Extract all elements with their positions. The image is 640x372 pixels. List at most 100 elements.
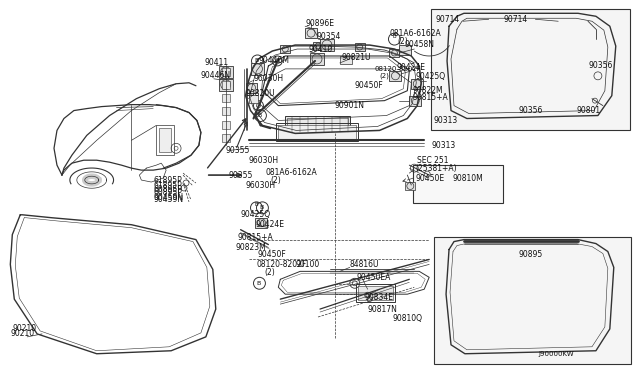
Text: 90834E: 90834E	[365, 293, 394, 302]
Text: 90459N: 90459N	[153, 195, 184, 204]
Text: 61895P: 61895P	[153, 180, 182, 189]
Text: 60895P: 60895P	[153, 186, 182, 195]
Text: 90450F: 90450F	[355, 81, 383, 90]
Text: 90895: 90895	[518, 250, 543, 259]
Text: B: B	[257, 281, 260, 286]
Text: B: B	[255, 202, 258, 207]
Bar	[399, 45, 412, 55]
Text: B: B	[255, 58, 259, 64]
Bar	[248, 95, 259, 103]
Text: 90896E: 90896E	[305, 19, 334, 28]
Bar	[221, 122, 230, 129]
Bar	[221, 107, 230, 115]
Text: 90425Q: 90425Q	[241, 210, 271, 219]
Text: (2): (2)	[397, 36, 408, 46]
Text: 90823M: 90823M	[236, 243, 266, 252]
Bar	[358, 286, 394, 300]
Bar	[221, 81, 230, 89]
Text: 90356: 90356	[589, 61, 613, 70]
Text: 90459N: 90459N	[153, 193, 184, 202]
Bar	[221, 68, 230, 76]
Text: 90100: 90100	[295, 260, 319, 269]
Text: 90458N: 90458N	[404, 39, 435, 49]
Text: 90446M: 90446M	[259, 57, 289, 65]
Text: 90355: 90355	[228, 171, 253, 180]
Bar	[356, 284, 396, 302]
Text: 90714: 90714	[435, 15, 460, 24]
Bar	[355, 43, 365, 51]
Text: 08120-8202F: 08120-8202F	[257, 260, 307, 269]
Bar	[434, 237, 630, 364]
Bar	[410, 96, 421, 106]
Bar	[219, 66, 233, 78]
Bar	[287, 118, 348, 131]
Text: B: B	[259, 205, 264, 210]
Bar	[305, 28, 317, 38]
Bar	[313, 42, 323, 50]
Text: 90424E: 90424E	[396, 63, 426, 73]
Bar	[280, 45, 290, 53]
Bar	[221, 134, 230, 142]
Bar	[276, 124, 358, 141]
Bar	[413, 165, 502, 203]
Text: 90313: 90313	[433, 116, 458, 125]
Text: (2): (2)	[380, 73, 389, 79]
Text: B: B	[392, 33, 396, 39]
Bar	[219, 79, 233, 91]
Bar	[340, 56, 352, 64]
Text: 90810M: 90810M	[453, 174, 484, 183]
Text: (25381+A): (25381+A)	[415, 164, 457, 173]
Text: 90355: 90355	[226, 146, 250, 155]
Bar	[405, 182, 415, 190]
Text: 96030H: 96030H	[246, 180, 276, 189]
Bar	[159, 128, 171, 152]
Text: 90810Q: 90810Q	[392, 314, 422, 324]
Text: 90450F: 90450F	[257, 250, 286, 259]
Text: 84816U: 84816U	[350, 260, 380, 269]
Bar	[285, 116, 350, 134]
Text: 90821U: 90821U	[342, 54, 371, 62]
Text: 90424E: 90424E	[255, 220, 285, 229]
Text: 90801: 90801	[576, 106, 600, 115]
Text: 081A6-6162A: 081A6-6162A	[266, 168, 317, 177]
Bar	[320, 39, 334, 51]
Text: 90815+A: 90815+A	[412, 93, 448, 102]
Text: 61895P: 61895P	[153, 176, 182, 185]
Bar	[250, 63, 264, 75]
Text: 90313: 90313	[431, 141, 456, 150]
Text: 90822M: 90822M	[412, 86, 443, 95]
Text: 90901N: 90901N	[335, 101, 365, 110]
Text: 90411: 90411	[205, 58, 229, 67]
Text: 90210: 90210	[10, 329, 35, 339]
Text: 90210: 90210	[12, 324, 36, 333]
Text: (2): (2)	[270, 176, 281, 185]
Text: 96030H: 96030H	[253, 74, 284, 83]
Text: SEC 251: SEC 251	[417, 156, 449, 165]
Bar	[412, 79, 423, 89]
Text: 90410: 90410	[308, 45, 332, 54]
Text: 90450E: 90450E	[415, 174, 444, 183]
Text: 96030H: 96030H	[248, 156, 278, 165]
Bar	[255, 218, 268, 228]
Text: J90000KW: J90000KW	[538, 351, 574, 357]
Text: 60895P: 60895P	[153, 189, 182, 198]
Text: 90815+A: 90815+A	[237, 233, 273, 242]
Text: 081A6-6162A: 081A6-6162A	[390, 29, 441, 38]
Text: (2): (2)	[264, 268, 275, 277]
Text: 90817N: 90817N	[367, 305, 397, 314]
Bar	[390, 71, 401, 81]
Bar	[278, 125, 356, 140]
Text: 90450EA: 90450EA	[356, 273, 391, 282]
Text: 90714: 90714	[504, 15, 528, 24]
Text: 90354: 90354	[316, 32, 340, 41]
Bar	[310, 53, 324, 65]
Bar	[390, 49, 399, 57]
Text: 90356: 90356	[518, 106, 543, 115]
Bar	[221, 94, 230, 102]
Text: 08120-8202F: 08120-8202F	[374, 66, 421, 72]
Text: 90446N: 90446N	[201, 71, 231, 80]
Bar	[156, 125, 174, 155]
Text: B: B	[257, 113, 262, 118]
Text: 90425Q: 90425Q	[415, 72, 445, 81]
Bar	[431, 9, 630, 131]
